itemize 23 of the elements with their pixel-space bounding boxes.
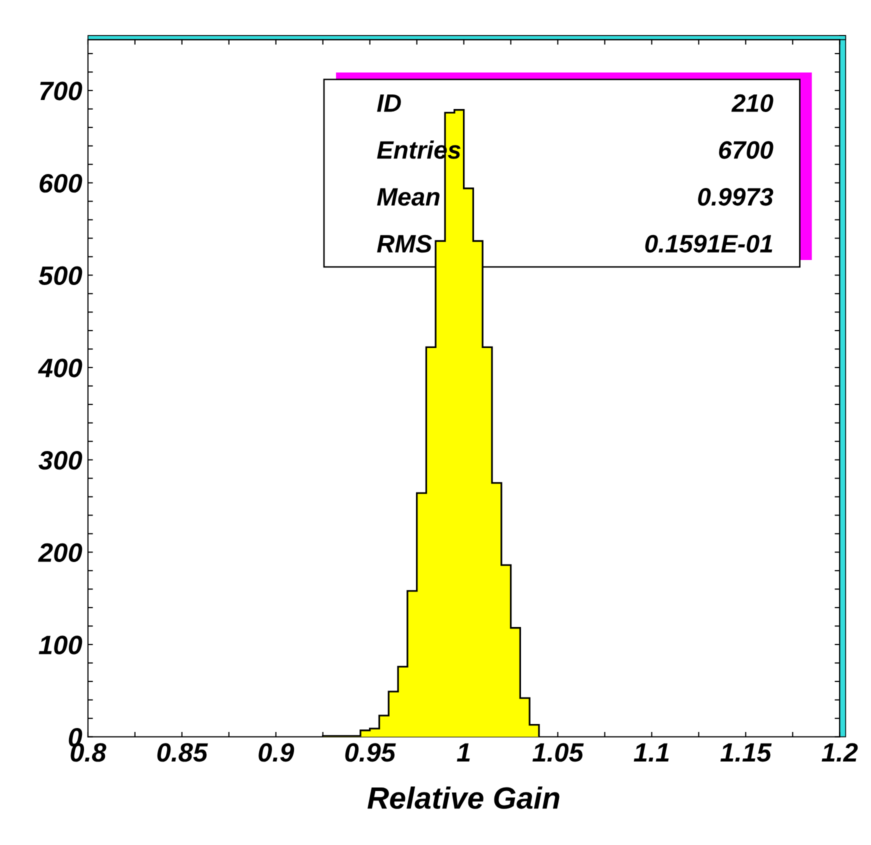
- annotation: RMS: [377, 234, 432, 253]
- x-axis-title: Relative Gain: [368, 786, 560, 809]
- x-tick-label: 1.1: [634, 743, 669, 762]
- annotation: 0.9973: [698, 188, 774, 206]
- x-tick-label: 1.15: [720, 743, 772, 762]
- y-tick-label: 100: [38, 636, 82, 654]
- x-tick-label: 0.95: [345, 743, 396, 762]
- annotation: Mean: [377, 188, 440, 206]
- x-tick-label: 1.05: [532, 743, 584, 762]
- annotation: 6700: [719, 141, 774, 159]
- y-tick-label: 700: [40, 82, 82, 100]
- y-tick-label: 200: [38, 543, 82, 562]
- y-tick-label: 500: [38, 266, 82, 285]
- x-tick-label: 0.9: [258, 743, 294, 762]
- annotation: 0.1591E-01: [645, 234, 772, 253]
- annotation: ID: [377, 94, 401, 112]
- x-tick-label: 1.2: [822, 743, 858, 762]
- x-tick-label: 0.85: [157, 743, 208, 762]
- y-tick-label: 600: [40, 174, 82, 193]
- annotation: 210: [731, 94, 774, 112]
- y-tick-label: 300: [38, 450, 82, 470]
- y-tick-label: 400: [38, 358, 82, 378]
- x-tick-label: 1: [456, 743, 470, 762]
